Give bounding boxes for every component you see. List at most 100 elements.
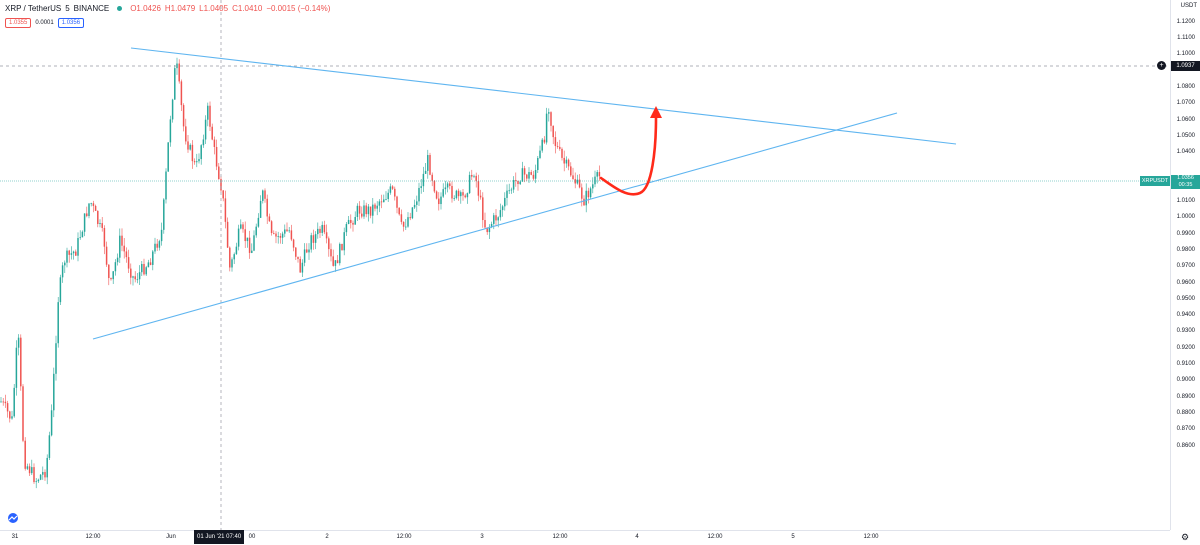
candle-body (539, 150, 541, 158)
candle-body (147, 262, 150, 268)
candle-body (484, 220, 486, 228)
candle-body (22, 386, 24, 441)
low-value: L1.0405 (199, 4, 229, 13)
candle-body (189, 144, 191, 150)
sell-price-button[interactable]: 1.0355 (5, 18, 32, 28)
exchange-label: BINANCE (73, 4, 110, 13)
bar-countdown: 00:35 (1178, 182, 1193, 188)
symbol-name[interactable]: XRP / TetherUS (5, 4, 62, 13)
candle-body (391, 186, 394, 189)
candle-body (380, 201, 383, 203)
candle-body (594, 176, 596, 185)
candle-body (31, 467, 33, 474)
time-tick-label: 12:00 (552, 534, 568, 540)
time-axis[interactable]: 31 12:00 Jun 2 12:00 3 12:00 4 12:00 5 12:00 00 (0, 530, 1170, 545)
candle-body (499, 210, 502, 218)
candle-body (585, 190, 587, 206)
candle-body (286, 229, 288, 232)
candle-body (449, 183, 451, 186)
candle-body (156, 243, 158, 248)
candle-body (517, 180, 519, 185)
candle-body (464, 195, 466, 198)
candle-body (240, 224, 242, 229)
price-tick-label: 0.9400 (1176, 312, 1195, 319)
candle-body (224, 198, 227, 222)
candle-body (108, 264, 110, 279)
candle-body (418, 187, 420, 202)
projection-arrow[interactable] (599, 116, 658, 196)
candle-body (125, 251, 128, 258)
candle-body (15, 347, 18, 388)
candle-body (427, 155, 429, 171)
candle-body (233, 254, 235, 260)
bid-ask-widget: 1.0355 0.0001 1.0356 (5, 18, 85, 28)
spread-value: 0.0001 (35, 20, 54, 26)
price-tick-label: 1.0700 (1176, 100, 1195, 107)
candle-body (510, 189, 513, 191)
candle-body (218, 166, 220, 180)
candle-body (59, 277, 62, 303)
candle-body (512, 180, 515, 190)
candle-body (334, 260, 337, 266)
candle-body (68, 250, 70, 255)
price-axis[interactable]: USDT 1.1200 1.1100 1.1000 1.0800 1.0700 1.060… (1170, 0, 1200, 530)
candle-body (383, 199, 385, 203)
candle-body (220, 179, 222, 191)
upper-trendline[interactable] (130, 47, 957, 145)
candle-body (394, 188, 396, 197)
price-tick-label: 0.9900 (1176, 230, 1195, 237)
last-price-value: 1.0356 (1177, 175, 1194, 181)
candle-body (178, 63, 180, 82)
candle-body (323, 224, 326, 233)
time-tick-label: 3 (480, 534, 484, 540)
add-alert-plus-icon[interactable]: + (1157, 61, 1166, 70)
candle-body (79, 237, 81, 239)
price-tick-label: 1.0600 (1176, 116, 1195, 123)
candle-body (488, 226, 491, 233)
candle-body (486, 227, 488, 233)
settings-gear-icon[interactable]: ⚙ (1181, 532, 1190, 542)
candle-body (490, 223, 493, 227)
interval-label[interactable]: 5 (65, 4, 70, 13)
candle-body (75, 251, 77, 256)
candle-body (325, 232, 328, 239)
candle-body (174, 68, 176, 100)
change-value: −0.0015 (−0.14%) (266, 4, 331, 13)
price-tick-label: 0.9500 (1176, 295, 1195, 302)
lower-trendline[interactable] (92, 112, 898, 340)
candle-body (264, 190, 266, 199)
candle-body (55, 343, 57, 374)
candle-body (284, 229, 286, 234)
candle-body (138, 272, 141, 280)
candle-body (578, 179, 581, 188)
tradingview-logo-icon[interactable] (6, 513, 20, 523)
candle-body (270, 221, 273, 234)
price-tick-label: 0.8800 (1176, 409, 1195, 416)
candle-body (341, 243, 343, 251)
candle-body (81, 231, 84, 238)
candle-body (290, 230, 293, 240)
chart-pane[interactable]: XRP / TetherUS 5 BINANCE O1.0426 H1.0479… (0, 0, 1170, 530)
candle-body (211, 126, 213, 140)
candle-body (543, 139, 546, 143)
candle-body (420, 186, 422, 188)
candle-body (13, 387, 15, 417)
candle-body (35, 481, 37, 483)
candle-body (209, 105, 211, 127)
candle-body (433, 180, 436, 192)
candle-body (273, 233, 275, 234)
buy-price-button[interactable]: 1.0356 (57, 18, 85, 28)
candlestick-plot[interactable] (0, 0, 1170, 530)
candle-body (297, 256, 299, 259)
candle-body (149, 262, 152, 265)
candle-body (50, 410, 53, 436)
candle-body (158, 241, 161, 248)
candle-body (20, 337, 22, 387)
candle-body (24, 440, 26, 469)
candle-body (460, 192, 462, 197)
candle-body (453, 198, 455, 199)
candle-body (66, 250, 68, 263)
candle-body (583, 198, 585, 206)
candle-body (405, 226, 407, 228)
candle-body (281, 233, 284, 238)
